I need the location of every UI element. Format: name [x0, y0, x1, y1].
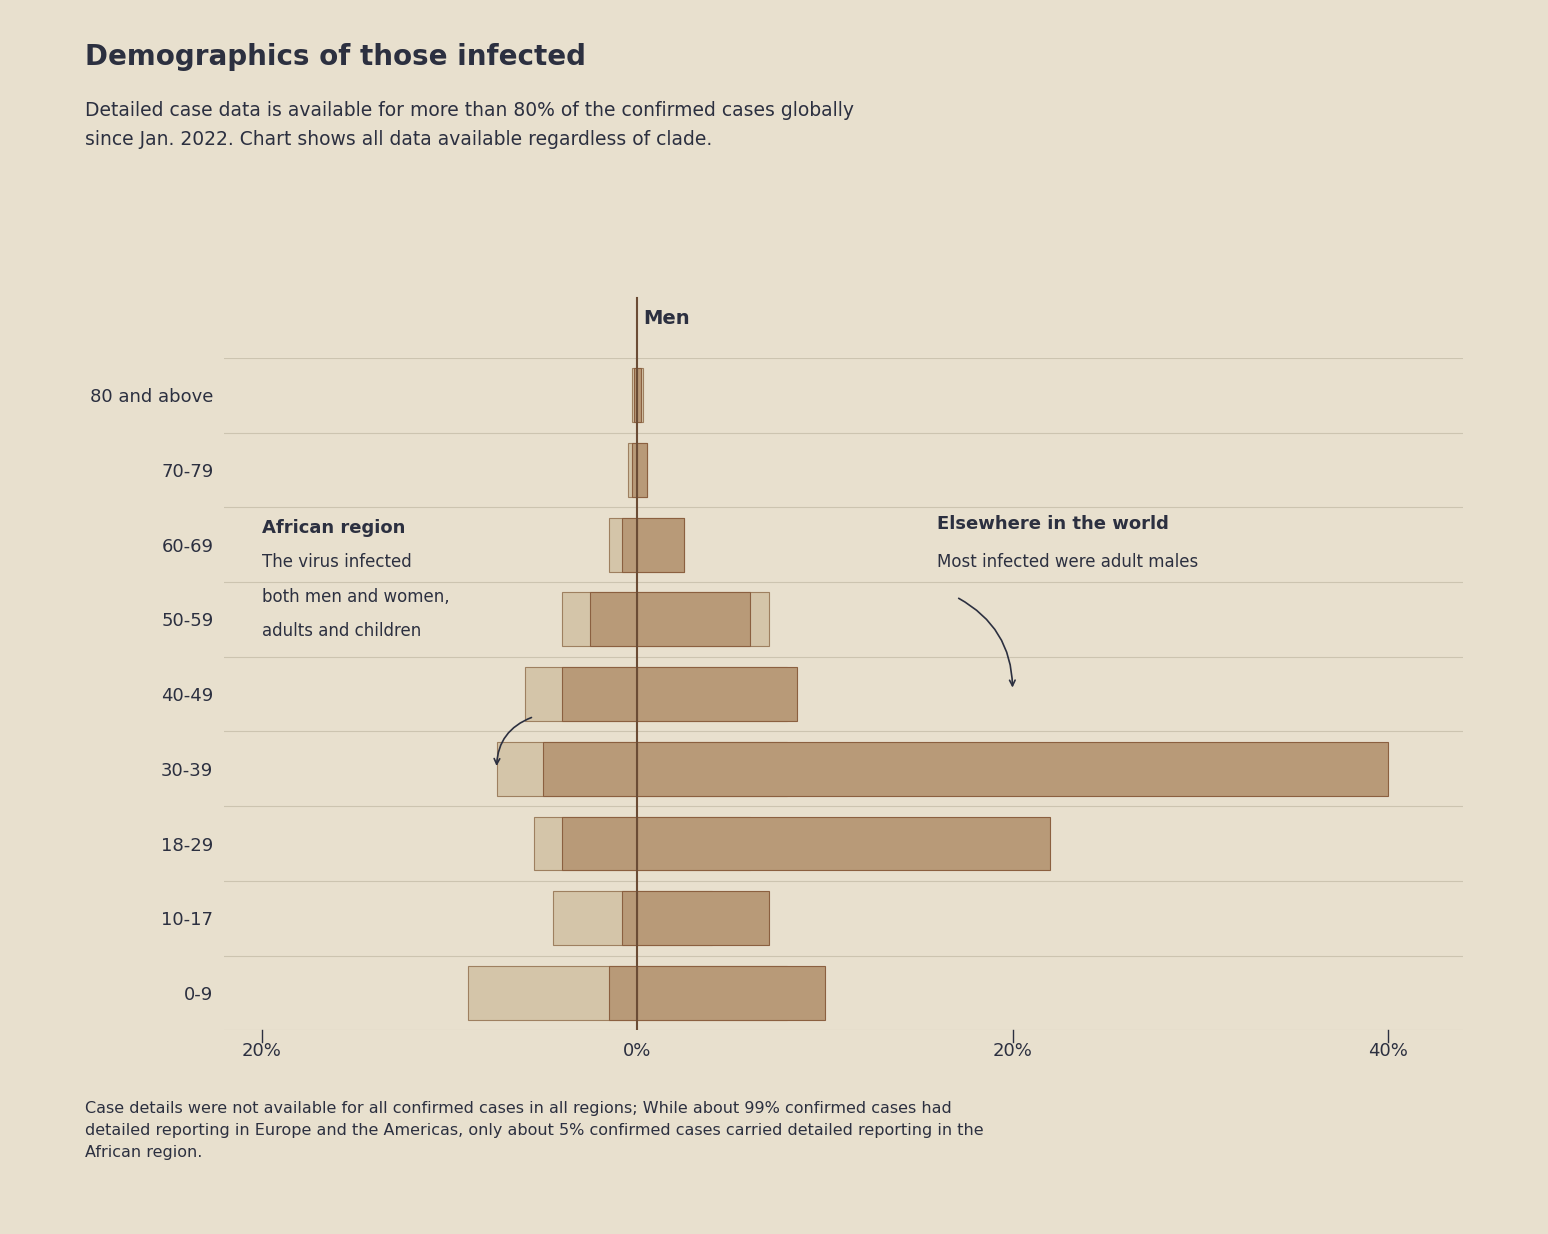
Bar [525, 668, 638, 721]
Text: adults and children: adults and children [262, 622, 421, 640]
Bar [638, 817, 749, 870]
Bar [638, 817, 1050, 870]
Text: Demographics of those infected: Demographics of those infected [85, 43, 587, 72]
Bar [543, 742, 638, 796]
Bar [638, 966, 825, 1021]
Text: Men: Men [644, 308, 690, 327]
Text: The virus infected: The virus infected [262, 553, 412, 571]
Bar [497, 742, 638, 796]
Text: African region: African region [262, 520, 406, 537]
Bar [622, 518, 638, 571]
Bar [590, 592, 638, 647]
Bar [562, 668, 638, 721]
Text: both men and women,: both men and women, [262, 587, 449, 606]
Bar [562, 592, 638, 647]
Bar [534, 817, 638, 870]
Bar [638, 518, 684, 571]
Bar [638, 368, 641, 422]
Text: Detailed case data is available for more than 80% of the confirmed cases globall: Detailed case data is available for more… [85, 101, 854, 149]
Bar [638, 518, 684, 571]
Bar [608, 966, 638, 1021]
Bar [638, 592, 769, 647]
Text: Most infected were adult males: Most infected were adult males [938, 553, 1198, 571]
Bar [638, 668, 788, 721]
Bar [632, 443, 638, 497]
Bar [638, 592, 749, 647]
Bar [638, 742, 1389, 796]
Bar [638, 891, 769, 945]
Text: Case details were not available for all confirmed cases in all regions; While ab: Case details were not available for all … [85, 1101, 985, 1160]
Bar [638, 891, 712, 945]
Bar [622, 891, 638, 945]
Bar [638, 966, 788, 1021]
Bar [608, 518, 638, 571]
Bar [638, 368, 642, 422]
Bar [469, 966, 638, 1021]
Text: Elsewhere in the world: Elsewhere in the world [938, 516, 1169, 533]
Bar [638, 742, 788, 796]
Bar [632, 368, 638, 422]
Bar [628, 443, 638, 497]
Bar [638, 668, 797, 721]
Bar [562, 817, 638, 870]
Bar [638, 443, 647, 497]
Bar [633, 368, 638, 422]
Bar [638, 443, 647, 497]
Bar [553, 891, 638, 945]
